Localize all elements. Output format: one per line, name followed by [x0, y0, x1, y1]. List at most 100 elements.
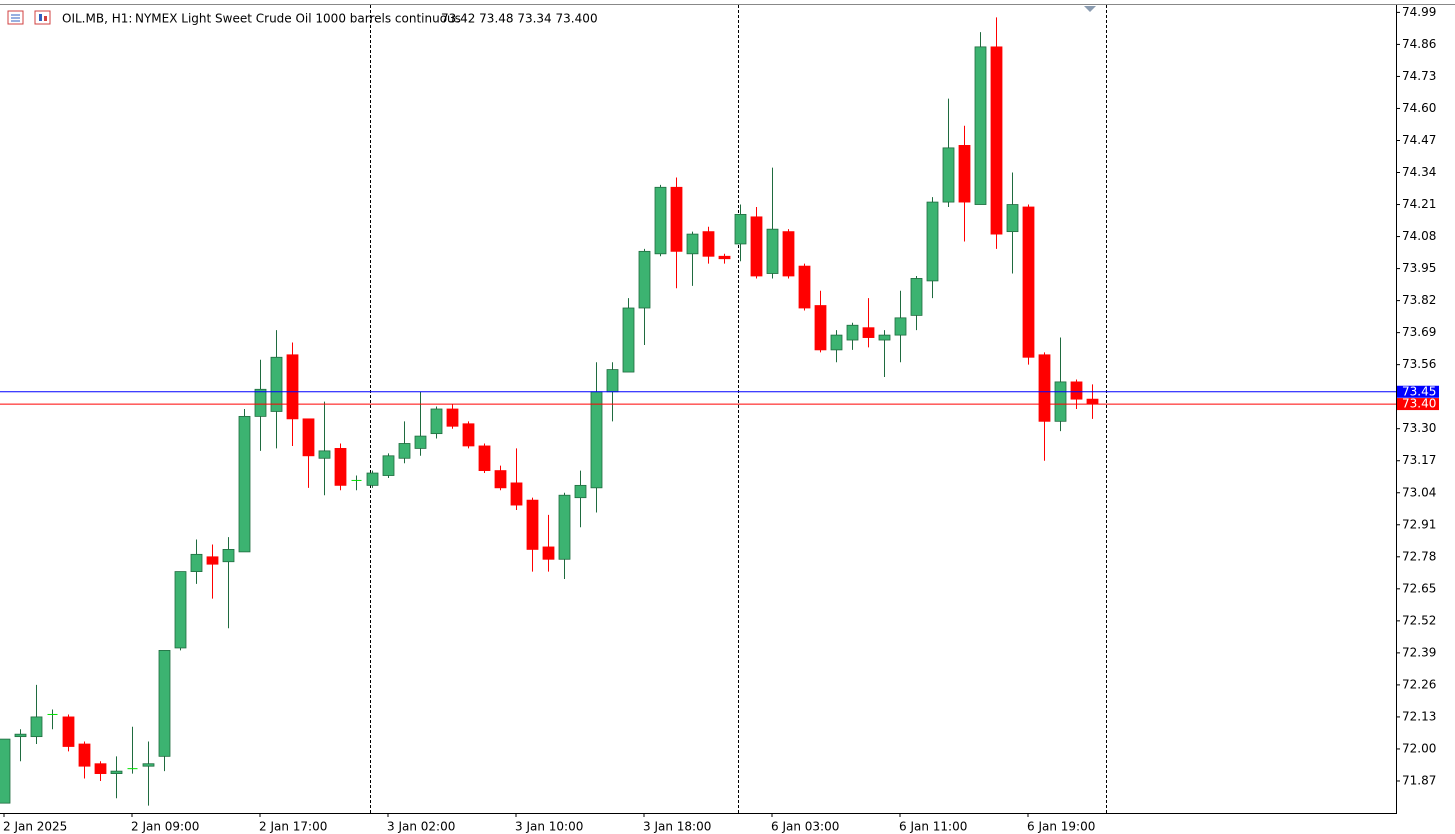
candle-body	[254, 388, 267, 417]
y-tick-label: 71.87	[1402, 773, 1436, 787]
candle-body	[622, 307, 635, 373]
y-tick-label: 74.47	[1402, 133, 1436, 147]
y-tick-label: 74.86	[1402, 37, 1436, 51]
candle-body	[974, 46, 987, 205]
candle-body	[606, 369, 619, 393]
candle-body	[382, 455, 395, 476]
y-tick-label: 73.82	[1402, 293, 1436, 307]
candle-body	[862, 327, 875, 338]
candle-body	[942, 147, 955, 203]
candle-body	[1054, 381, 1067, 422]
x-tick-label: 3 Jan 18:00	[643, 820, 711, 834]
y-tick-label: 74.60	[1402, 101, 1436, 115]
x-tick-label: 2 Jan 17:00	[259, 820, 327, 834]
x-tick-label: 6 Jan 03:00	[771, 820, 839, 834]
candle-body	[766, 228, 779, 274]
candle-body	[174, 571, 187, 649]
candle-body	[718, 255, 731, 260]
candle-body	[878, 334, 891, 341]
candle-body	[558, 494, 571, 560]
candle-body	[0, 738, 11, 804]
y-tick-label: 74.21	[1402, 197, 1436, 211]
candle-body	[798, 265, 811, 309]
candle-body	[206, 556, 219, 565]
candle-body	[1006, 204, 1019, 233]
candle-body	[542, 546, 555, 560]
y-tick-label: 73.30	[1402, 421, 1436, 435]
y-tick-label: 74.73	[1402, 69, 1436, 83]
y-tick-label: 72.26	[1402, 677, 1436, 691]
x-tick-label: 2 Jan 2025	[3, 820, 67, 834]
candle-body	[574, 484, 587, 499]
candle-body	[1086, 398, 1099, 405]
candle-body	[142, 763, 155, 767]
y-tick-label: 73.17	[1402, 453, 1436, 467]
y-tick-label: 73.95	[1402, 261, 1436, 275]
candle-body	[398, 443, 411, 459]
y-tick-label: 73.04	[1402, 485, 1436, 499]
candle-body	[958, 145, 971, 203]
candle-body	[990, 46, 1003, 235]
candle-body	[526, 499, 539, 550]
candle-body	[926, 201, 939, 282]
candle-body	[478, 445, 491, 471]
candle-body	[1070, 381, 1083, 400]
candle-body	[654, 186, 667, 255]
y-tick-label: 72.13	[1402, 709, 1436, 723]
shift-marker[interactable]	[1084, 6, 1096, 12]
y-tick-label: 73.69	[1402, 325, 1436, 339]
candle-body	[446, 408, 459, 427]
icon-bar	[39, 14, 42, 21]
header-symbol: OIL.MB, H1:	[62, 12, 132, 26]
icon-bar	[44, 16, 47, 21]
candle-body	[830, 334, 843, 351]
candle-body	[222, 549, 235, 563]
icon[interactable]	[34, 10, 51, 25]
candle-body	[110, 770, 123, 774]
candle-body	[270, 356, 283, 412]
candle-body	[702, 231, 715, 257]
x-tick-label: 3 Jan 10:00	[515, 820, 583, 834]
candle-body	[910, 278, 923, 316]
x-tick-label: 3 Jan 02:00	[387, 820, 455, 834]
candle-body	[750, 216, 763, 277]
y-tick-label: 72.00	[1402, 741, 1436, 755]
candle-body	[318, 450, 331, 459]
x-tick-label: 6 Jan 19:00	[1027, 820, 1095, 834]
header-description: NYMEX Light Sweet Crude Oil 1000 barrels…	[135, 12, 461, 26]
candle-body	[686, 233, 699, 255]
candle-body	[462, 423, 475, 447]
candle-body	[414, 435, 427, 449]
candle-body	[302, 418, 315, 457]
header-volume: 0	[590, 12, 598, 26]
candle-body	[430, 408, 443, 435]
candle-body	[1022, 206, 1035, 358]
price-label: 73.45	[1402, 384, 1436, 398]
candle-body	[158, 650, 171, 757]
candle-body	[846, 324, 859, 341]
price-label: 73.40	[1402, 397, 1436, 411]
candle-body	[14, 733, 27, 738]
x-tick-label: 6 Jan 11:00	[899, 820, 967, 834]
y-tick-label: 74.34	[1402, 165, 1436, 179]
candle-body	[238, 415, 251, 553]
y-tick-label: 73.56	[1402, 357, 1436, 371]
candle-body	[190, 553, 203, 572]
candle-body	[94, 763, 107, 774]
candle-body	[30, 716, 43, 738]
candle-body	[814, 305, 827, 351]
header-icons	[7, 10, 51, 25]
candle-body	[782, 231, 795, 277]
x-tick-label: 2 Jan 09:00	[131, 820, 199, 834]
candle-body	[334, 448, 347, 486]
candle-body	[894, 317, 907, 336]
price-tag	[1397, 385, 1439, 398]
candle-body	[62, 716, 75, 747]
candle-body	[670, 186, 683, 252]
header-ohlc: 73.42 73.48 73.34 73.40	[441, 12, 590, 26]
y-tick-label: 74.99	[1402, 5, 1436, 19]
candle-body	[494, 470, 507, 489]
